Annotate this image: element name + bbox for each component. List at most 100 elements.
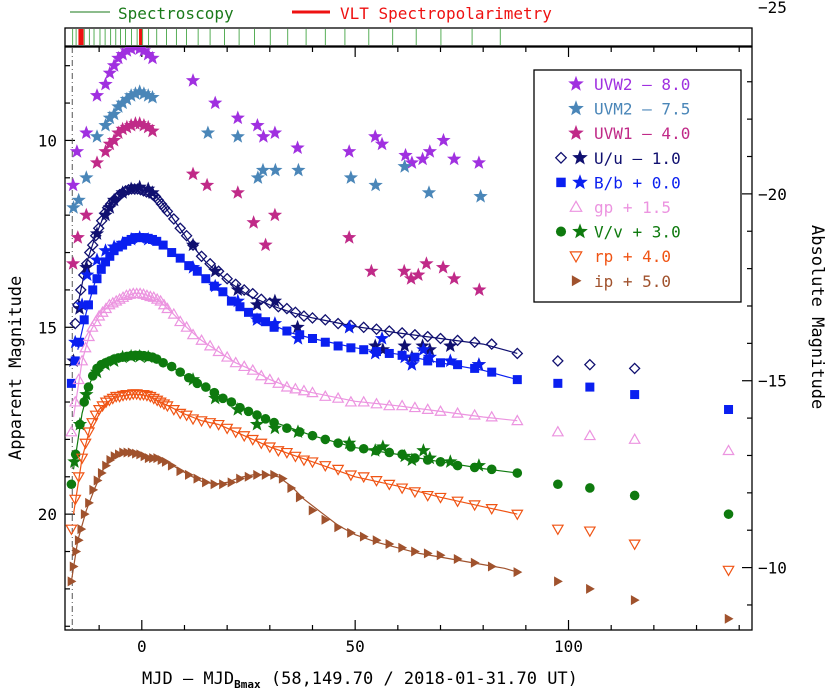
data-point [287,482,297,493]
data-point [123,287,137,299]
data-point [72,417,88,431]
data-point [210,479,220,490]
data-point [204,257,217,270]
data-point [124,348,139,363]
data-point [243,406,254,417]
data-point [443,454,458,468]
data-point [185,372,201,386]
x-axis-label: MJD – MJDBmax (58,149.70 / 2018-01-31.70… [142,669,578,691]
data-point [116,390,130,402]
data-point [208,278,223,293]
data-point [268,162,283,177]
data-point [173,315,187,327]
data-point [68,334,83,349]
data-point [115,349,130,364]
data-point [72,373,85,385]
data-point [106,132,122,147]
data-point [383,399,396,411]
axes: 0 50 100 10 15 20 −25 −20 −15 −10 [38,0,787,656]
vlt-legend-label: VLT Spectropolarimetry [340,4,552,23]
data-point [140,289,154,301]
data-point [434,332,447,345]
data-point [103,395,116,407]
data-point [136,118,152,132]
data-point [69,561,79,572]
data-point [722,444,735,456]
data-point [96,264,106,274]
data-point [370,476,383,487]
data-point [246,287,259,300]
data-point [243,307,253,317]
data-point [628,539,641,551]
data-point [421,490,434,502]
data-point [218,287,228,297]
data-point [357,395,370,407]
data-point [218,393,228,404]
data-point [452,460,463,471]
data-point [80,267,95,281]
legend-label: U/u – 1.0 [594,149,681,168]
data-point [89,155,105,169]
data-point [404,357,419,371]
legend-marker [556,177,566,188]
data-point [230,129,245,143]
data-point [267,207,283,222]
data-point [375,342,390,356]
legend-marker [568,124,584,140]
data-point [74,283,87,296]
data-point [280,302,293,315]
data-point [79,438,92,450]
data-point [408,487,422,499]
data-point [443,353,458,367]
data-point [415,151,430,166]
data-point [280,447,294,459]
data-point [368,338,383,352]
data-point [152,236,162,246]
data-point [102,65,117,80]
data-point [383,479,396,491]
data-point [212,419,225,431]
data-point [435,457,446,467]
data-point [230,185,245,199]
data-point [119,119,134,134]
data-point [398,147,413,162]
y-tick-label-left: 20 [38,505,57,524]
data-point [145,123,160,138]
data-point [128,86,143,100]
data-point [408,328,421,341]
data-point [83,246,96,259]
data-point [436,550,446,561]
data-point [66,177,81,192]
data-point [422,450,437,465]
data-point [145,185,160,199]
x-axis-label-suffix: (58,149.70 / 2018-01-31.70 UT) [261,669,578,689]
data-point [255,369,268,381]
data-point [86,320,99,332]
data-point [226,296,236,306]
data-point [145,50,160,65]
data-point [102,200,117,214]
data-point [513,567,523,578]
data-point [235,302,245,312]
data-point [250,118,265,132]
data-point [115,47,130,61]
data-point [186,414,200,426]
data-point [453,553,463,564]
plot-frame [64,46,753,631]
data-point [395,399,409,411]
data-point [144,290,157,302]
data-point [583,526,597,538]
data-point [368,177,383,192]
legend-label: ip + 5.0 [594,272,671,291]
data-point [75,453,89,465]
data-point [357,472,370,484]
data-point [203,418,217,429]
data-point [97,468,107,479]
data-point [374,136,390,151]
data-point [167,307,181,319]
data-point [186,328,200,340]
data-point [98,207,113,222]
data-point [628,362,641,375]
data-point [472,282,487,296]
data-point [551,425,565,437]
